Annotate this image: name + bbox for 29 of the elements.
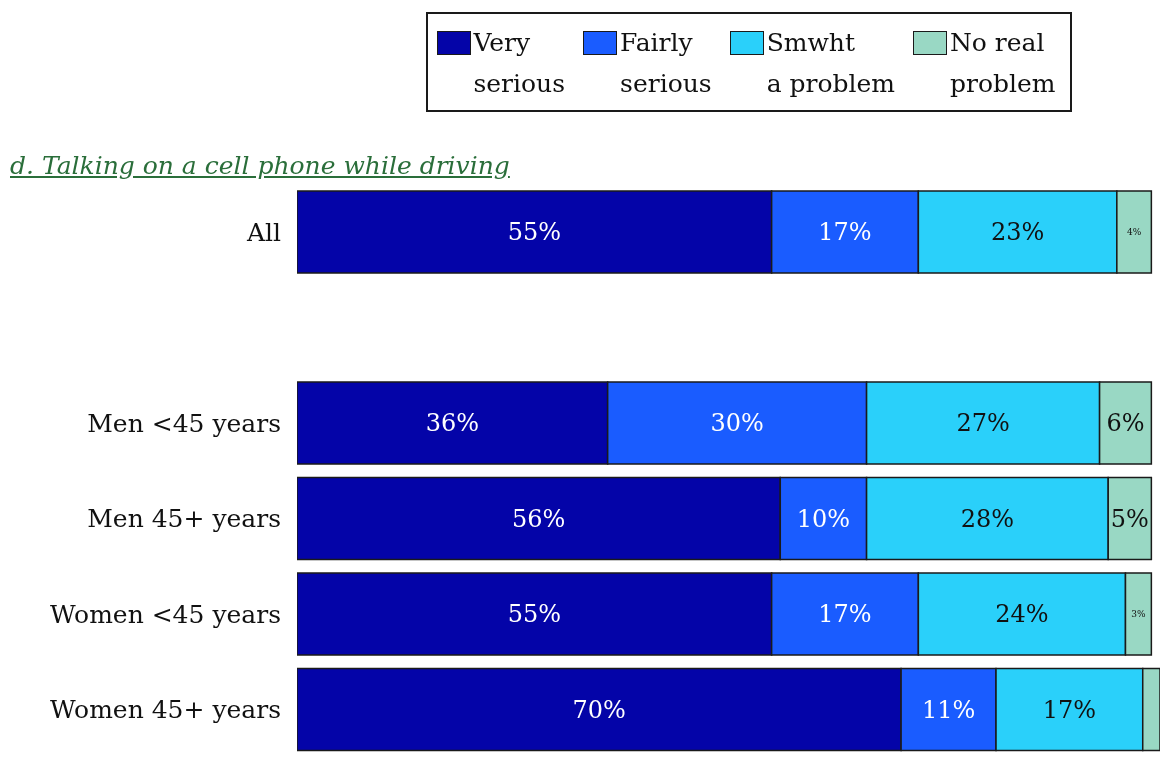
y-tick-label: Women <45 years xyxy=(50,599,281,629)
data-label: 30% xyxy=(710,409,764,437)
legend-label: Fairly serious xyxy=(620,27,712,100)
data-label: 24% xyxy=(995,600,1049,628)
data-label: 10% xyxy=(796,504,851,533)
data-label: 4% xyxy=(1126,227,1142,237)
legend-label: No real problem xyxy=(949,27,1056,100)
data-label: 70% xyxy=(572,695,626,724)
data-label: 17% xyxy=(818,218,872,246)
y-tick-label: Men 45+ years xyxy=(87,504,281,534)
legend-label: Smwht a problem xyxy=(766,27,895,100)
data-label: 6% xyxy=(1106,409,1145,437)
data-label: 17% xyxy=(818,600,872,628)
data-label: 55% xyxy=(507,218,561,246)
data-label: 36% xyxy=(425,409,480,437)
data-label: 27% xyxy=(956,409,1010,437)
chart-title: d. Talking on a cell phone while driving xyxy=(10,150,510,182)
legend-label: Very serious xyxy=(473,27,566,100)
data-label: 23% xyxy=(990,218,1045,246)
y-tick-label: Men <45 years xyxy=(87,408,281,438)
data-label: 28% xyxy=(960,504,1015,533)
y-tick-label: All xyxy=(245,217,281,247)
y-tick-label: Women 45+ years xyxy=(50,695,281,725)
data-label: 17% xyxy=(1042,695,1097,724)
data-label: 3% xyxy=(1131,609,1147,619)
data-label: 56% xyxy=(511,504,566,533)
data-label: 11% xyxy=(921,695,976,724)
data-label: 5% xyxy=(1110,504,1149,533)
data-label: 55% xyxy=(507,600,561,628)
